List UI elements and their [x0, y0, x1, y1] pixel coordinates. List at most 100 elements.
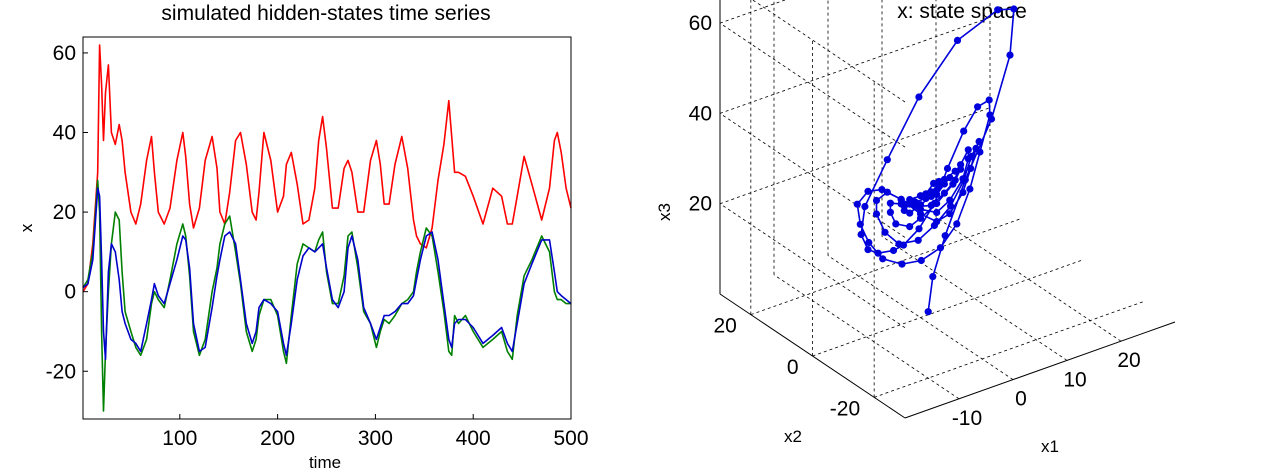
x3-tick-label: 40 [689, 102, 712, 125]
y-tick-label: 60 [53, 42, 76, 65]
side-wall-grid-line [719, 203, 906, 329]
trajectory-point [898, 260, 906, 268]
trajectory-point [940, 175, 949, 184]
trajectory-point [985, 96, 993, 104]
x1-tick-label: -10 [952, 407, 982, 430]
trajectory-point [900, 202, 908, 210]
trajectory-point [906, 209, 914, 217]
time-series-x-ticks: 100 200 300 400 500 [162, 414, 589, 450]
trajectory-point [895, 240, 903, 248]
trajectory-point [966, 185, 974, 193]
trajectory-point [874, 249, 882, 257]
x-tick-label: 400 [456, 427, 491, 450]
trajectory-point [916, 192, 925, 200]
x-tick-label: 100 [162, 427, 197, 450]
trajectory-point [986, 111, 994, 119]
state-space-ticks: -10 0 10 20 -20 0 20 20 40 60 [689, 12, 1141, 430]
side-wall-grid-line [719, 113, 906, 238]
trajectory-point [861, 202, 869, 211]
trajectory-point [964, 146, 972, 154]
trajectory-point [872, 210, 881, 218]
x2-tick-label: 0 [787, 356, 799, 379]
time-series-title: simulated hidden-states time series [161, 2, 490, 25]
trajectory-point [853, 200, 861, 208]
trajectory-point [865, 238, 873, 247]
trajectory-point [911, 198, 919, 206]
floor-grid-line [812, 259, 1083, 357]
trajectory-point [972, 144, 980, 152]
x-tick-label: 300 [358, 427, 393, 450]
trajectory-point [881, 228, 889, 236]
y-tick-label: 20 [53, 201, 76, 224]
y-tick-label: 40 [53, 122, 76, 145]
trajectory-point [883, 188, 891, 196]
trajectory-point [927, 188, 935, 196]
trajectory-point [953, 220, 961, 228]
time-series-chart: simulated hidden-states time series 100 2… [17, 2, 589, 472]
floor-grid-line [874, 300, 1145, 398]
trajectory-point [943, 164, 952, 173]
trajectory-point [916, 214, 925, 222]
floor-grid-line [773, 274, 960, 400]
trajectory-point [886, 199, 895, 207]
trajectory-point [927, 201, 935, 209]
series-line-3 [82, 187, 572, 361]
trajectory-point [933, 208, 941, 217]
state-space-title: x: state space [897, 0, 1027, 23]
floor-grid-line [881, 236, 1068, 361]
state-space-axes [719, 0, 1176, 419]
state-space-x3-label: x3 [655, 203, 674, 221]
trajectory-point [959, 175, 967, 183]
time-series-y-label: x [17, 223, 36, 232]
trajectory-point [930, 221, 939, 230]
trajectory-point [906, 223, 914, 231]
side-wall-grid-line [719, 22, 906, 148]
trajectory-point [878, 186, 886, 194]
trajectory-point [974, 103, 982, 111]
trajectory-point [883, 156, 891, 164]
state-space-x2-label: x2 [784, 427, 802, 446]
state-space-x1-label: x1 [1041, 437, 1059, 456]
trajectory-point [940, 189, 949, 197]
trajectory-point [960, 127, 968, 135]
x-tick-label: 200 [260, 427, 295, 450]
time-series-axes-box [82, 36, 572, 420]
trajectory-point [857, 230, 865, 239]
trajectory-point [964, 155, 972, 163]
trajectory-point [879, 255, 887, 263]
y-tick-label: -20 [46, 360, 76, 383]
trajectory-point [994, 6, 1002, 14]
trajectory-point [935, 177, 943, 186]
trajectory-point [930, 179, 938, 187]
time-series-plot-area [82, 44, 572, 412]
trajectory-point [946, 174, 954, 182]
trajectory-point [1010, 5, 1018, 13]
x-tick-label: 500 [553, 427, 588, 450]
trajectory-point [915, 93, 923, 101]
trajectory-point [864, 246, 872, 254]
trajectory-point [936, 244, 945, 252]
trajectory-point [915, 225, 923, 233]
trajectory-point [946, 210, 954, 218]
trajectory-point [856, 220, 864, 228]
trajectory-point [975, 137, 983, 146]
x2-tick-label: 20 [713, 315, 736, 338]
trajectory-point [889, 246, 898, 255]
x1-tick-label: 20 [1117, 349, 1140, 372]
trajectory-point [951, 167, 959, 175]
trajectory-point [872, 196, 881, 205]
trajectory-point [914, 236, 922, 244]
trajectory-point [917, 256, 925, 265]
x2-tick-label: -20 [830, 397, 860, 420]
trajectory-point [916, 201, 925, 209]
trajectory-point [959, 188, 967, 196]
x1-tick-label: 0 [1015, 388, 1027, 411]
side-edge-line [752, 0, 906, 103]
series-line-1 [82, 44, 572, 293]
x3-tick-label: 20 [689, 193, 712, 216]
x1-tick-label: 10 [1063, 368, 1086, 391]
trajectory-point [924, 308, 932, 316]
trajectory-point [906, 196, 914, 204]
trajectory-point [864, 187, 872, 195]
